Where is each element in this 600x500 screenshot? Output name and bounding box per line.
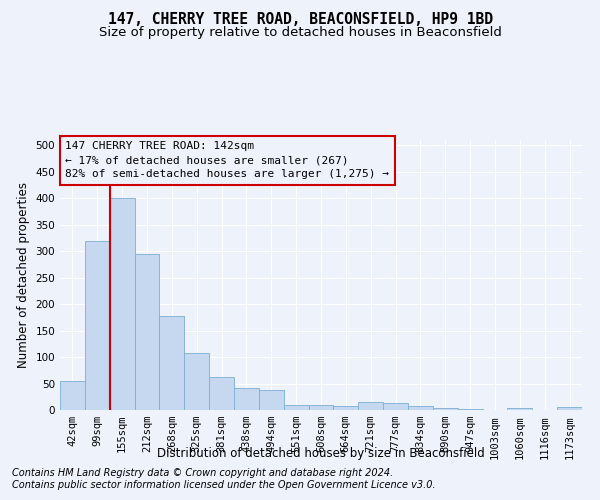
Text: 147 CHERRY TREE ROAD: 142sqm
← 17% of detached houses are smaller (267)
82% of s: 147 CHERRY TREE ROAD: 142sqm ← 17% of de… xyxy=(65,142,389,180)
Bar xyxy=(284,404,308,410)
Text: 147, CHERRY TREE ROAD, BEACONSFIELD, HP9 1BD: 147, CHERRY TREE ROAD, BEACONSFIELD, HP9… xyxy=(107,12,493,28)
Bar xyxy=(334,406,358,410)
Bar xyxy=(60,381,85,410)
Bar xyxy=(85,240,110,410)
Bar xyxy=(433,408,458,410)
Bar xyxy=(458,409,482,410)
Bar xyxy=(383,402,408,410)
Text: Contains HM Land Registry data © Crown copyright and database right 2024.: Contains HM Land Registry data © Crown c… xyxy=(12,468,393,477)
Bar xyxy=(358,402,383,410)
Bar xyxy=(160,316,184,410)
Y-axis label: Number of detached properties: Number of detached properties xyxy=(17,182,30,368)
Text: Size of property relative to detached houses in Beaconsfield: Size of property relative to detached ho… xyxy=(98,26,502,39)
Bar xyxy=(184,354,209,410)
Bar xyxy=(408,406,433,410)
Bar xyxy=(134,254,160,410)
Bar xyxy=(308,404,334,410)
Bar xyxy=(110,198,134,410)
Text: Distribution of detached houses by size in Beaconsfield: Distribution of detached houses by size … xyxy=(157,448,485,460)
Bar xyxy=(209,377,234,410)
Bar xyxy=(508,408,532,410)
Bar xyxy=(234,388,259,410)
Text: Contains public sector information licensed under the Open Government Licence v3: Contains public sector information licen… xyxy=(12,480,436,490)
Bar xyxy=(557,408,582,410)
Bar xyxy=(259,390,284,410)
